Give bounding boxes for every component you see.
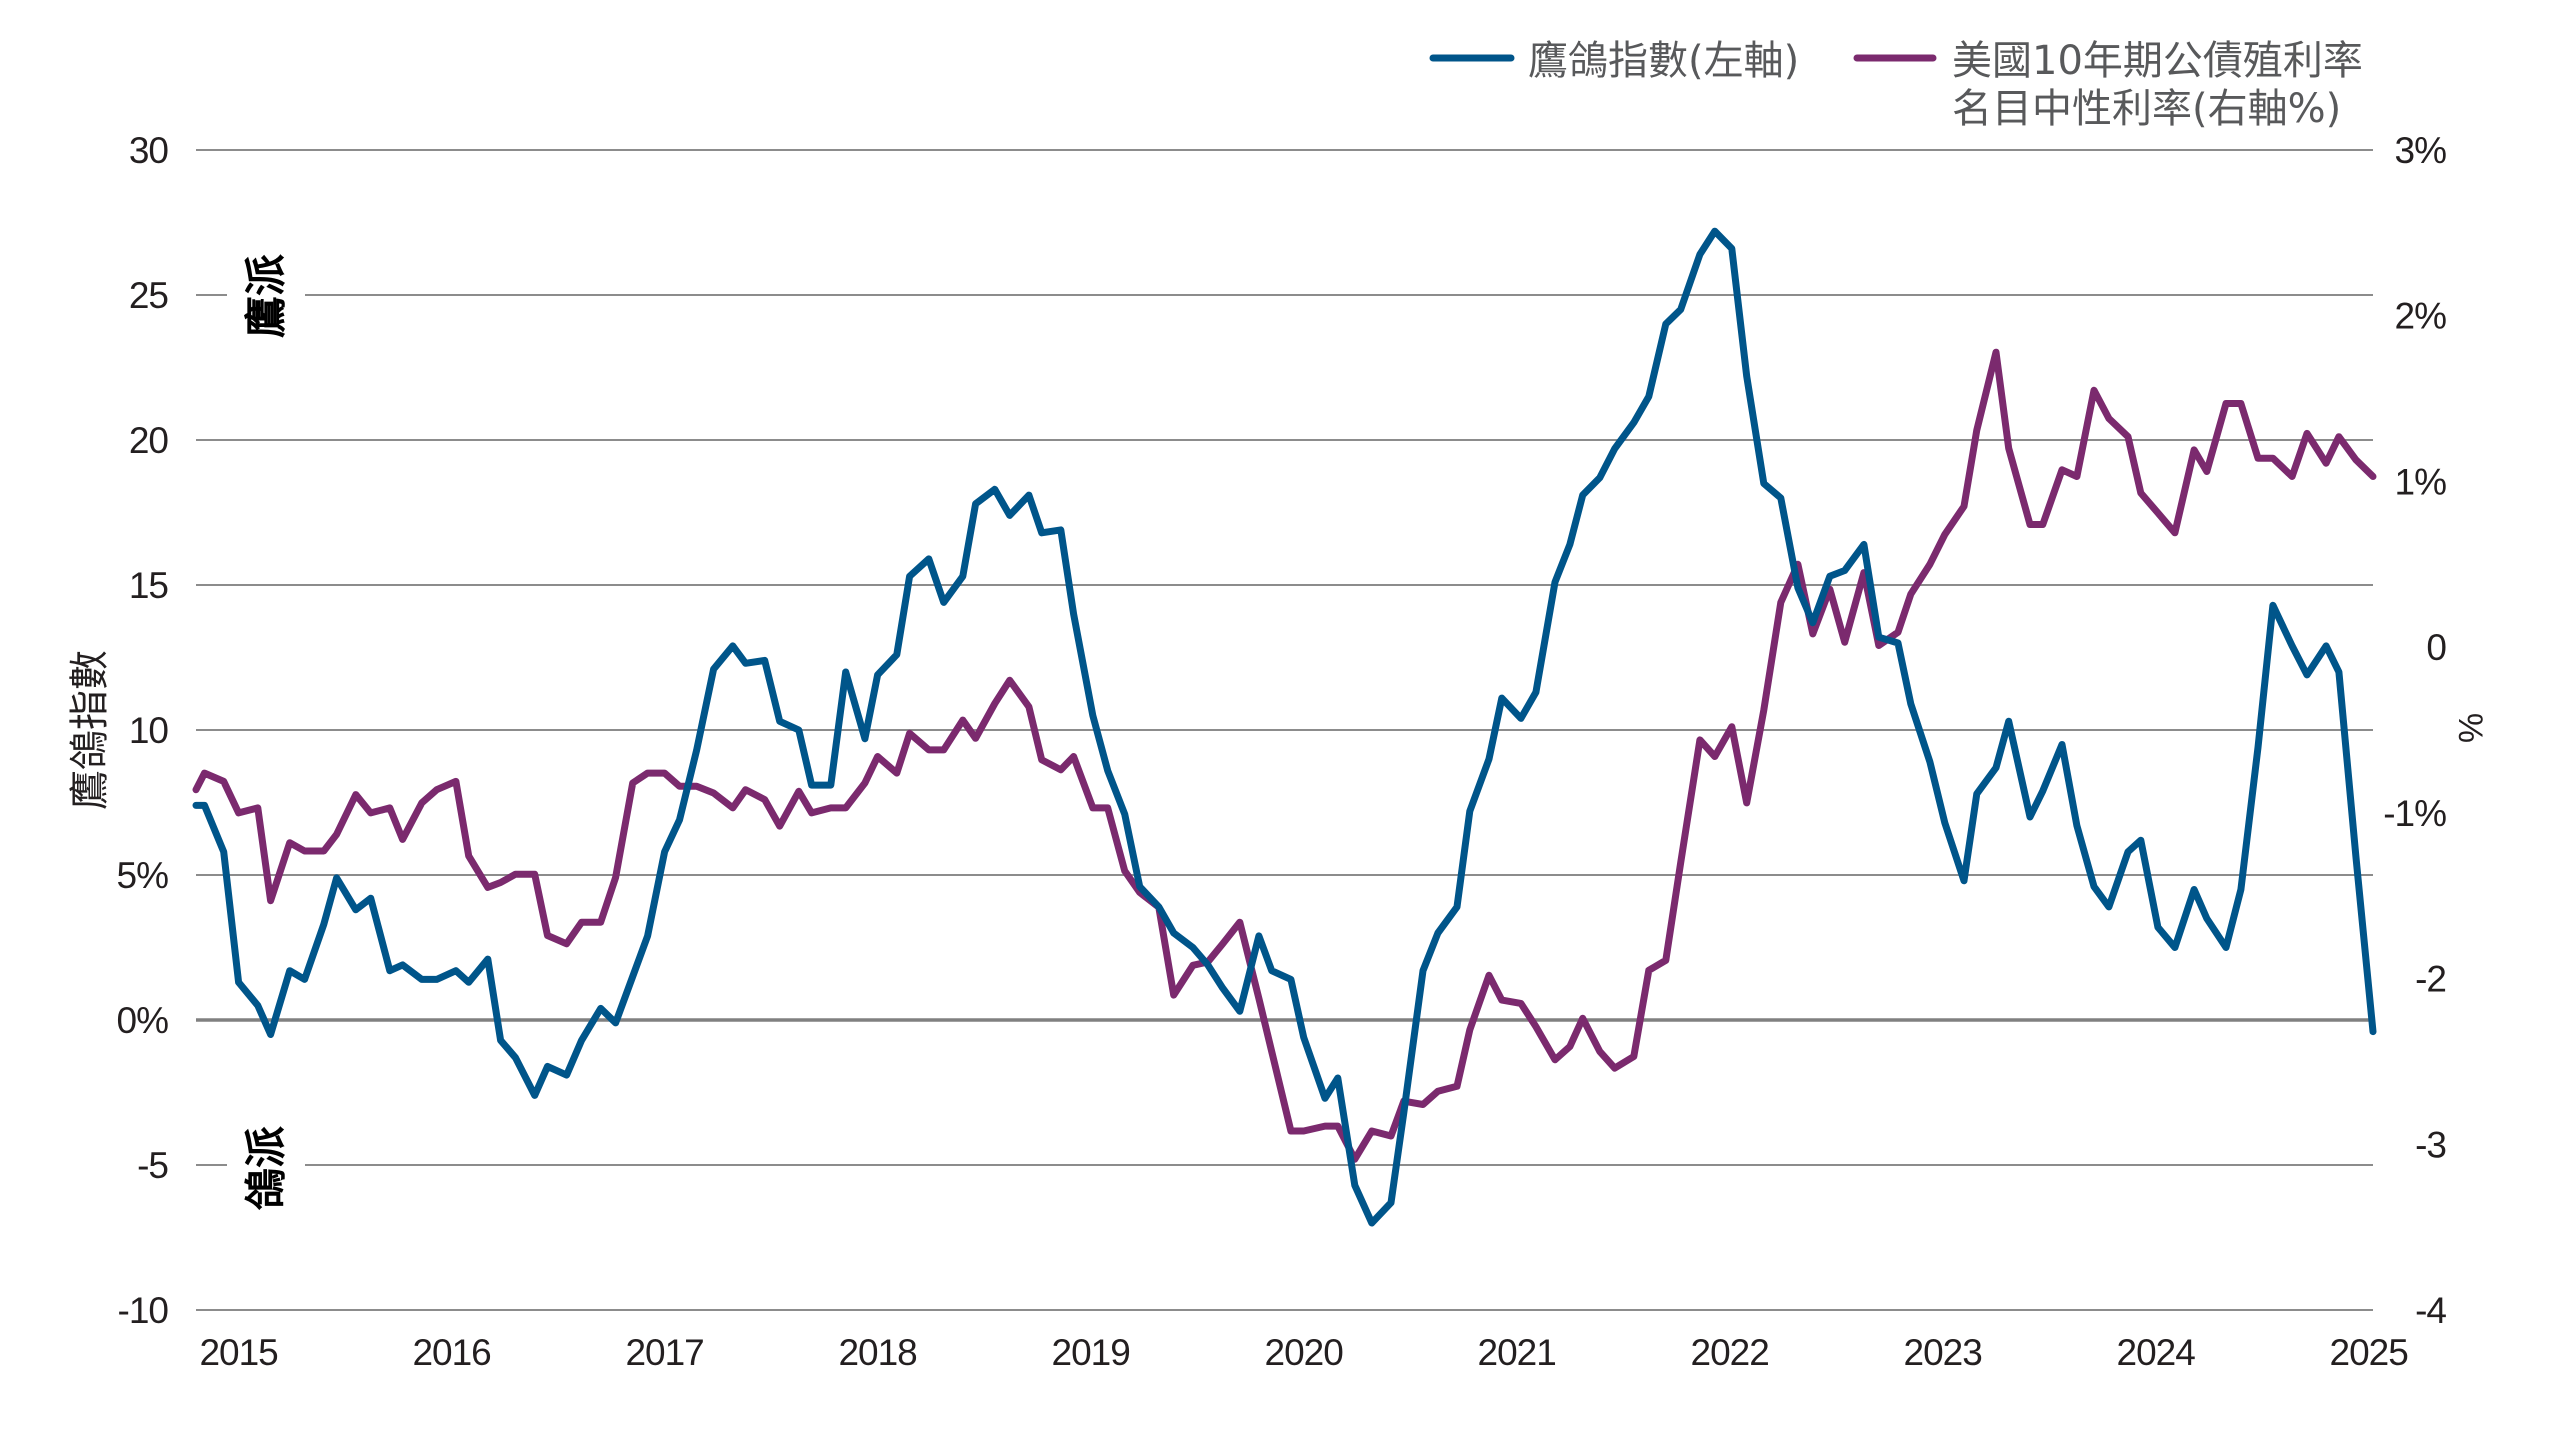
x-tick-label: 2016: [412, 1332, 490, 1373]
legend: 鷹鴿指數(左軸) 美國10年期公債殖利率 名目中性利率(右軸%): [1429, 38, 2363, 132]
x-tick-label: 2015: [199, 1332, 278, 1373]
legend-item-hawk-dove-index: 鷹鴿指數(左軸): [1429, 38, 1799, 84]
x-axis-tick-labels: 2015 2016 2017 2018 2019 2020 2021 2022 2023 2024…: [199, 1332, 2409, 1373]
y-left-tick-label: 30: [129, 130, 169, 171]
hawkish-annotation: 鷹派: [242, 254, 291, 338]
y-left-tick-label: 10: [129, 710, 169, 751]
y-left-tick-label: 15: [129, 565, 169, 606]
legend-label-hawk-dove-index: 鷹鴿指數(左軸): [1528, 38, 1799, 84]
gridlines: [196, 149, 2373, 1311]
x-tick-label: 2024: [2117, 1332, 2196, 1373]
legend-label-line-1: 美國10年期公債殖利率: [1952, 38, 2363, 84]
annotations: 鷹派 鴿派: [227, 246, 305, 1218]
x-tick-label: 2022: [1691, 1332, 1769, 1373]
y-right-tick-label: 2%: [2395, 296, 2447, 337]
y-left-tick-label: 20: [129, 420, 169, 461]
y-right-tick-label: -2: [2415, 959, 2446, 1000]
y-left-axis-title: 鷹鴿指數: [67, 650, 113, 810]
legend-label-line-2: 名目中性利率(右軸%): [1952, 86, 2341, 132]
y-left-tick-label: 5%: [117, 855, 169, 896]
x-tick-label: 2019: [1052, 1332, 1130, 1373]
legend-item-us10y-neutral-rate: 美國10年期公債殖利率 名目中性利率(右軸%): [1853, 38, 2363, 132]
gridline-gap-mask: [227, 246, 305, 346]
y-left-tick-label: -10: [118, 1290, 169, 1331]
y-left-tick-label: 0%: [117, 1000, 169, 1041]
series-line-hawk-dove-index: [192, 227, 2377, 1227]
y-right-tick-label: -1%: [2383, 793, 2446, 834]
x-tick-label: 2021: [1478, 1332, 1556, 1373]
y-right-tick-label: -3: [2415, 1124, 2446, 1165]
series-line-us10y-neutral-rate: [192, 348, 2377, 1163]
y-right-tick-label: 0: [2426, 627, 2446, 668]
x-tick-label: 2020: [1265, 1332, 1344, 1373]
x-tick-label: 2023: [1904, 1332, 1982, 1373]
y-left-tick-label: 25: [129, 275, 169, 316]
x-tick-label: 2017: [625, 1332, 703, 1373]
dovish-annotation: 鴿派: [242, 1126, 291, 1211]
y-right-tick-label: 3%: [2395, 130, 2447, 171]
y-right-axis-title: %: [2451, 713, 2489, 743]
gridline-gap-mask: [227, 1118, 305, 1218]
x-tick-label: 2018: [838, 1332, 916, 1373]
y-right-axis-tick-labels: 3% 2% 1% 0 -1% -2 -3 -4: [2383, 130, 2447, 1331]
y-left-tick-label: -5: [137, 1145, 168, 1186]
y-right-tick-label: 1%: [2395, 461, 2447, 502]
y-left-axis-tick-labels: 30 25 20 15 10 5% 0% -5 -10: [117, 130, 170, 1331]
y-right-tick-label: -4: [2415, 1290, 2446, 1331]
series: [192, 227, 2377, 1227]
x-tick-label: 2025: [2330, 1332, 2409, 1373]
